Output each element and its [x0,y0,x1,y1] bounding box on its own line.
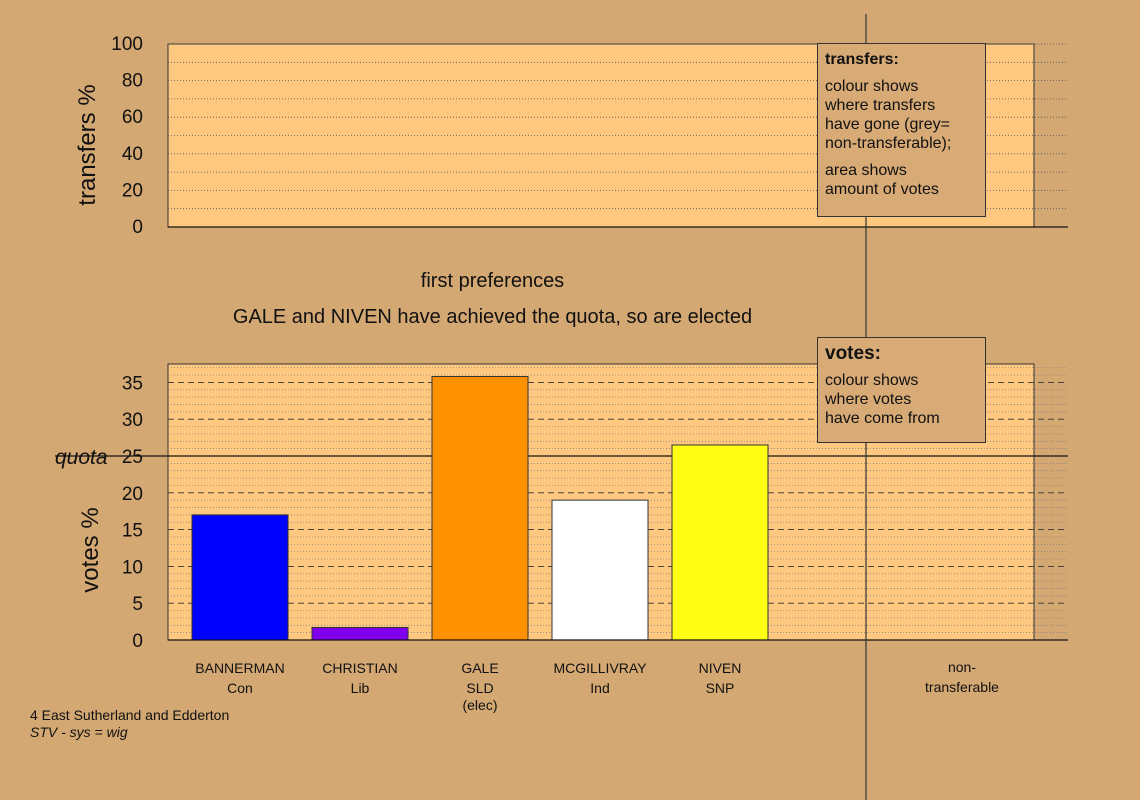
candidate-name-label: GALE [461,660,498,676]
transfers-legend-title: transfers: [825,51,899,68]
candidate-party-label: Ind [590,680,609,696]
transfers-legend-box: transfers: colour shows where transfers … [817,43,986,217]
candidate-party-label: Con [227,680,253,696]
transfers-tick-label: 100 [111,34,143,55]
candidate-name-label: MCGILLIVRAY [553,660,647,676]
votes-axis-label: votes % [77,507,104,592]
votes-tick-label: 10 [122,557,143,578]
transfers-legend-text-1: colour shows where transfers have gone (… [825,78,952,152]
votes-tick-label: 25 [122,447,143,468]
votes-tick-label: 15 [122,521,143,542]
votes-legend-box: votes: colour shows where votes have com… [817,337,986,443]
votes-tick-label: 20 [122,484,143,505]
bar-christian [311,626,409,641]
quota-label: quota [55,446,108,469]
nontransferable-label: transferable [925,679,999,695]
bar-niven [671,444,769,641]
transfers-legend-text-2: area shows amount of votes [825,162,939,198]
transfers-axis-label: transfers % [74,84,101,205]
candidate-party-label: SLD [466,680,493,696]
transfers-tick-label: 20 [122,180,143,201]
nontransferable-label: non- [948,659,976,675]
transfers-tick-label: 0 [132,217,143,238]
stage-status: GALE and NIVEN have achieved the quota, … [232,306,753,328]
votes-tick-label: 0 [132,631,143,652]
transfers-tick-label: 80 [122,71,143,92]
candidate-party-label: Lib [351,680,370,696]
candidate-name-label: NIVEN [699,660,742,676]
votes-tick-label: 30 [122,410,143,431]
votes-tick-label: 5 [132,594,143,615]
stage-title: first preferences [420,270,565,292]
candidate-name-label: CHRISTIAN [322,660,397,676]
votes-legend-text: colour shows where votes have come from [825,372,940,427]
candidate-name-label: BANNERMAN [195,660,284,676]
bar-mcgillivray [551,499,649,641]
footer-area-name: 4 East Sutherland and Edderton [30,707,230,723]
votes-legend-title: votes: [825,343,881,364]
votes-tick-label: 35 [122,373,143,394]
candidate-status-label: (elec) [462,697,497,713]
transfers-tick-label: 40 [122,144,143,165]
transfers-tick-label: 60 [122,107,143,128]
bar-bannerman [191,514,289,641]
candidate-party-label: SNP [706,680,735,696]
bar-gale [431,376,529,641]
footer-system: STV - sys = wig [30,724,128,740]
